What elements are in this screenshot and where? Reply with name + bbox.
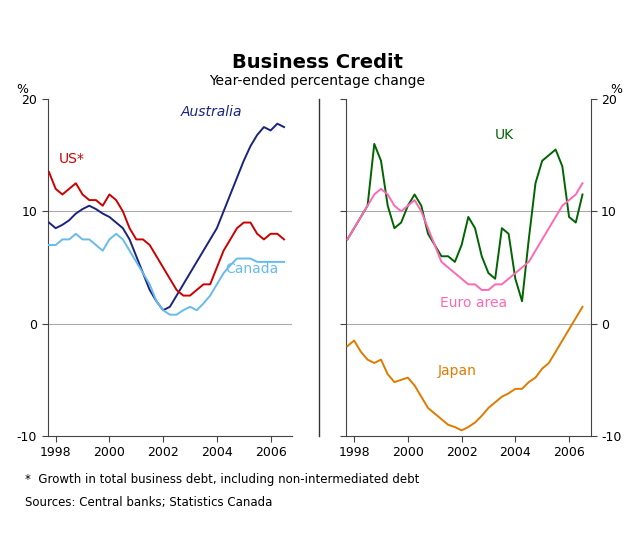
Text: %: % — [16, 82, 28, 96]
Text: %: % — [610, 82, 622, 96]
Text: Canada: Canada — [225, 263, 278, 277]
Text: Business Credit: Business Credit — [232, 53, 403, 72]
Text: Australia: Australia — [181, 105, 243, 119]
Text: Sources: Central banks; Statistics Canada: Sources: Central banks; Statistics Canad… — [25, 496, 273, 509]
Text: Japan: Japan — [438, 364, 476, 378]
Text: Year-ended percentage change: Year-ended percentage change — [210, 74, 425, 88]
Text: Euro area: Euro area — [440, 295, 507, 310]
Text: US*: US* — [58, 152, 84, 166]
Text: UK: UK — [495, 128, 514, 142]
Text: *  Growth in total business debt, including non-intermediated debt: * Growth in total business debt, includi… — [25, 473, 420, 486]
